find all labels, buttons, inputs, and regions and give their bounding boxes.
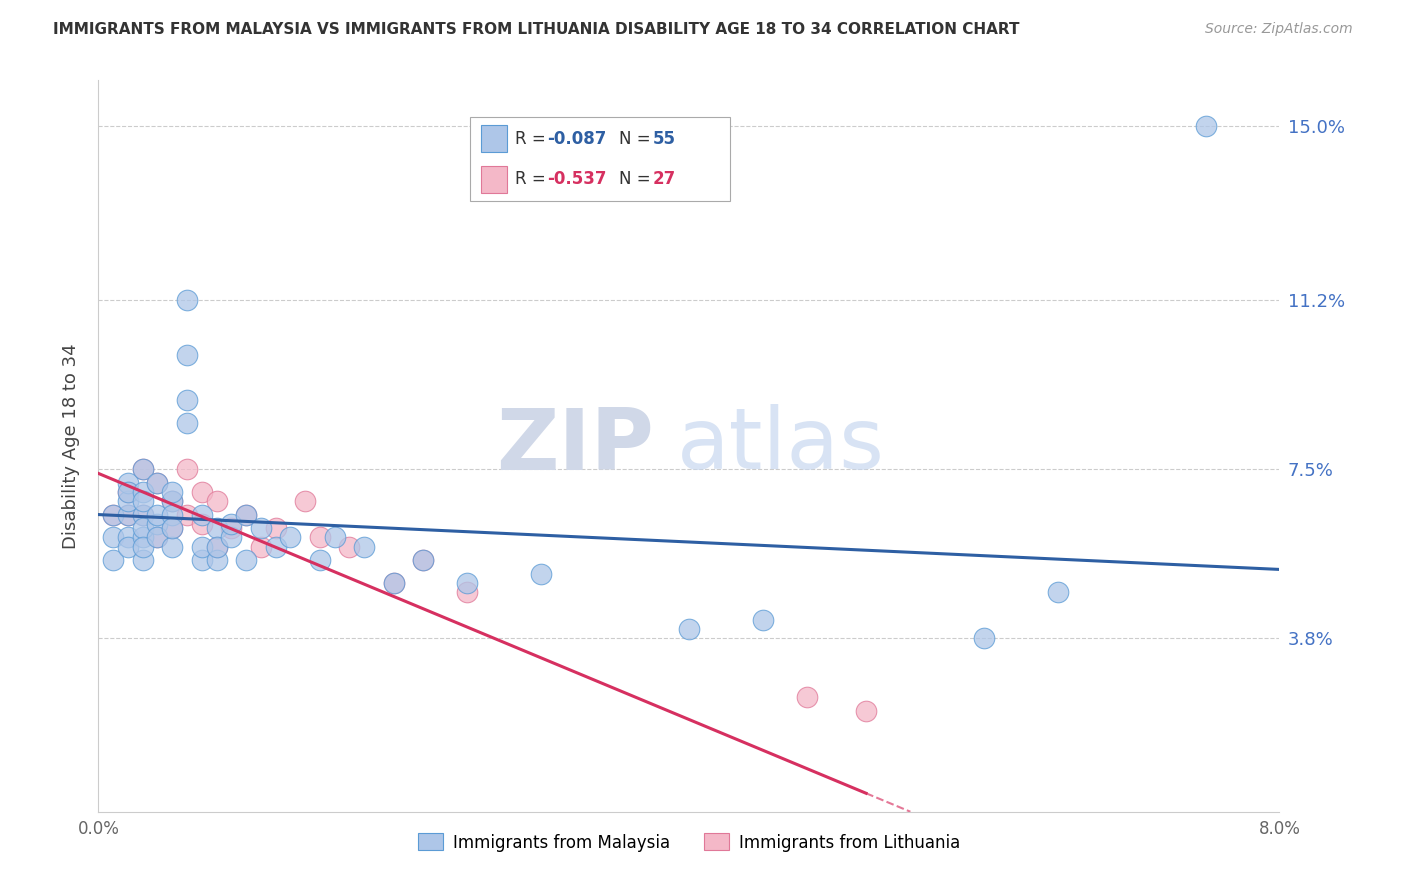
- Point: [205, 540, 228, 554]
- Point: [1046, 585, 1070, 599]
- Point: [117, 484, 139, 499]
- Point: [176, 508, 198, 522]
- Point: [323, 530, 346, 544]
- Point: [132, 540, 155, 554]
- Y-axis label: Disability Age 18 to 34: Disability Age 18 to 34: [62, 343, 80, 549]
- Point: [176, 347, 198, 362]
- Point: [146, 530, 169, 544]
- Point: [973, 631, 995, 645]
- Point: [412, 553, 434, 567]
- Point: [221, 521, 243, 535]
- Point: [382, 576, 405, 591]
- Text: Source: ZipAtlas.com: Source: ZipAtlas.com: [1205, 22, 1353, 37]
- Point: [117, 508, 139, 522]
- Point: [176, 393, 198, 408]
- Point: [132, 553, 155, 567]
- Point: [530, 567, 553, 582]
- Point: [146, 475, 169, 490]
- Point: [176, 293, 198, 307]
- Point: [191, 540, 214, 554]
- Point: [117, 540, 139, 554]
- Point: [205, 521, 228, 535]
- Text: atlas: atlas: [678, 404, 886, 488]
- Point: [382, 576, 405, 591]
- Point: [191, 508, 214, 522]
- Point: [235, 508, 257, 522]
- Point: [678, 622, 700, 636]
- Point: [235, 508, 257, 522]
- Point: [132, 530, 155, 544]
- Point: [1195, 119, 1218, 133]
- Point: [457, 585, 479, 599]
- Point: [132, 508, 155, 522]
- Point: [205, 540, 228, 554]
- Point: [457, 576, 479, 591]
- Point: [264, 521, 287, 535]
- Point: [162, 494, 183, 508]
- Point: [412, 553, 434, 567]
- Point: [162, 540, 183, 554]
- Point: [353, 540, 375, 554]
- Point: [264, 540, 287, 554]
- Point: [221, 530, 243, 544]
- Point: [221, 516, 243, 531]
- Point: [146, 530, 169, 544]
- Point: [117, 484, 139, 499]
- Point: [294, 494, 316, 508]
- Point: [205, 553, 228, 567]
- Point: [117, 475, 139, 490]
- Point: [339, 540, 361, 554]
- Point: [117, 530, 139, 544]
- Point: [191, 553, 214, 567]
- Point: [309, 553, 332, 567]
- Point: [250, 540, 273, 554]
- Point: [235, 553, 257, 567]
- Point: [280, 530, 302, 544]
- Point: [191, 516, 214, 531]
- Legend: Immigrants from Malaysia, Immigrants from Lithuania: Immigrants from Malaysia, Immigrants fro…: [412, 827, 966, 858]
- Text: ZIP: ZIP: [496, 404, 654, 488]
- Point: [162, 484, 183, 499]
- Point: [146, 516, 169, 531]
- Point: [132, 508, 155, 522]
- Point: [176, 416, 198, 430]
- Point: [132, 484, 155, 499]
- Point: [162, 494, 183, 508]
- Point: [132, 462, 155, 476]
- Point: [250, 521, 273, 535]
- Point: [205, 494, 228, 508]
- Point: [176, 462, 198, 476]
- Point: [796, 690, 818, 705]
- Point: [752, 613, 775, 627]
- Point: [132, 494, 155, 508]
- Point: [132, 521, 155, 535]
- Point: [191, 484, 214, 499]
- Point: [146, 508, 169, 522]
- Point: [103, 508, 125, 522]
- Point: [103, 508, 125, 522]
- Point: [855, 704, 877, 718]
- Point: [132, 462, 155, 476]
- Point: [146, 475, 169, 490]
- Point: [162, 521, 183, 535]
- Text: IMMIGRANTS FROM MALAYSIA VS IMMIGRANTS FROM LITHUANIA DISABILITY AGE 18 TO 34 CO: IMMIGRANTS FROM MALAYSIA VS IMMIGRANTS F…: [53, 22, 1019, 37]
- Point: [162, 521, 183, 535]
- Point: [103, 553, 125, 567]
- Point: [162, 508, 183, 522]
- Point: [117, 508, 139, 522]
- Point: [117, 494, 139, 508]
- Point: [309, 530, 332, 544]
- Point: [103, 530, 125, 544]
